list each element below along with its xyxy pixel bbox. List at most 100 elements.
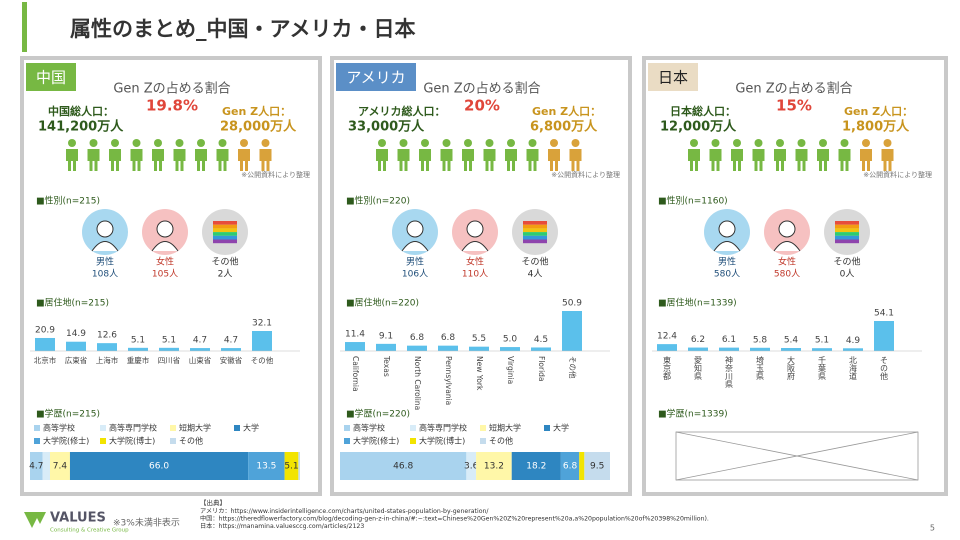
residence-bar — [812, 348, 832, 351]
person-icon — [548, 139, 560, 171]
education-value: 6.8 — [563, 462, 578, 472]
legend-label: その他 — [489, 436, 513, 446]
residence-category: 神奈川県 — [725, 355, 734, 389]
residence-value: 54.1 — [874, 309, 894, 319]
panel-tab — [648, 63, 698, 91]
education-title: ■学歴(n=215) — [36, 408, 100, 420]
residence-value: 6.8 — [441, 333, 456, 343]
education-value: 46.8 — [393, 462, 413, 472]
total-label: 中国総人口： — [48, 104, 114, 118]
education-segment — [511, 452, 561, 480]
education-segment — [42, 452, 50, 480]
person-icon — [526, 139, 539, 171]
residence-bar — [657, 344, 677, 351]
residence-bar — [159, 347, 179, 351]
education-value: 9.5 — [590, 462, 604, 472]
genz-label: Gen Z人口： — [532, 104, 601, 118]
gender-label: その他 — [833, 256, 860, 268]
gender-title: ■性別(n=220) — [346, 195, 410, 207]
residence-category: 千葉県 — [818, 355, 827, 381]
person-icon — [462, 139, 474, 171]
person-body — [817, 149, 829, 171]
person-head — [690, 139, 698, 147]
person-head — [528, 139, 537, 147]
person-head — [883, 139, 892, 147]
education-value: 5.1 — [284, 462, 298, 472]
page-number: 5 — [930, 524, 935, 533]
gender-count: 2人 — [218, 269, 233, 280]
rainbow-stripe — [835, 235, 859, 240]
rainbow-stripe — [835, 239, 859, 244]
person-icon — [66, 139, 78, 171]
residence-category: その他 — [880, 356, 889, 381]
rainbow-stripe — [835, 228, 859, 233]
residence-value: 5.0 — [503, 335, 518, 345]
legend-label: 高等学校 — [43, 423, 75, 433]
person-icon — [238, 139, 250, 171]
genz-label: Gen Z人口： — [844, 104, 913, 118]
shoulders — [461, 241, 489, 252]
legend-swatch — [100, 425, 106, 431]
residence-category: 埼玉県 — [756, 355, 765, 381]
person-head — [571, 139, 580, 147]
panel-frame — [20, 56, 322, 496]
person-head — [218, 139, 227, 147]
residence-value: 6.8 — [410, 333, 425, 343]
person-icon — [440, 139, 453, 171]
face — [406, 220, 424, 238]
education-segment — [248, 452, 285, 480]
footer-note: ※3%未満非表示 — [113, 517, 180, 529]
person-icon — [109, 139, 121, 171]
face — [466, 220, 484, 238]
residence-value: 20.9 — [35, 325, 55, 335]
education-segment — [49, 452, 70, 480]
rainbow-stripe — [523, 239, 547, 244]
person-head — [464, 139, 472, 147]
residence-category: 広東省 — [65, 355, 88, 365]
residence-value: 6.2 — [691, 335, 705, 345]
legend-label: 短期大学 — [179, 423, 211, 433]
person-body — [462, 149, 474, 171]
residence-value: 6.1 — [722, 335, 736, 345]
person-head — [711, 139, 720, 147]
logo: VALUES — [50, 511, 106, 526]
person-head — [240, 139, 248, 147]
person-icon — [419, 139, 431, 171]
residence-bar — [781, 348, 801, 351]
person-head — [485, 139, 494, 147]
education-value: 7.4 — [53, 462, 68, 472]
residence-value: 5.4 — [784, 336, 799, 346]
person-icon — [397, 139, 410, 171]
legend-label: 大学院(修士) — [353, 436, 399, 446]
residence-value: 5.5 — [472, 334, 486, 344]
residence-bar — [35, 337, 55, 351]
residence-value: 50.9 — [562, 299, 582, 309]
share-title: Gen Zの占める割合 — [423, 81, 540, 97]
residence-bar — [252, 331, 272, 351]
residence-bar — [719, 347, 739, 351]
residence-value: 5.1 — [131, 335, 145, 345]
person-head — [507, 139, 515, 147]
person-head — [733, 139, 741, 147]
rainbow-stripe — [213, 228, 237, 233]
person-body — [152, 149, 164, 171]
person-body — [860, 149, 872, 171]
education-segment — [340, 452, 467, 480]
rainbow-stripe — [213, 239, 237, 244]
person-icon — [195, 139, 207, 171]
legend-label: 大学院(博士) — [109, 436, 155, 446]
person-body — [505, 149, 517, 171]
person-head — [89, 139, 98, 147]
placeholder-cross — [675, 431, 919, 481]
face — [718, 220, 736, 238]
person-icon — [731, 139, 743, 171]
person-body — [195, 149, 207, 171]
residence-bar — [750, 347, 770, 351]
residence-bar — [407, 345, 427, 351]
residence-title: ■居住地(n=1339) — [658, 297, 737, 309]
person-body — [774, 149, 786, 171]
residence-category: Virginia — [506, 356, 515, 384]
rainbow-stripe — [213, 235, 237, 240]
person-body — [752, 149, 765, 171]
person-body — [795, 149, 808, 171]
